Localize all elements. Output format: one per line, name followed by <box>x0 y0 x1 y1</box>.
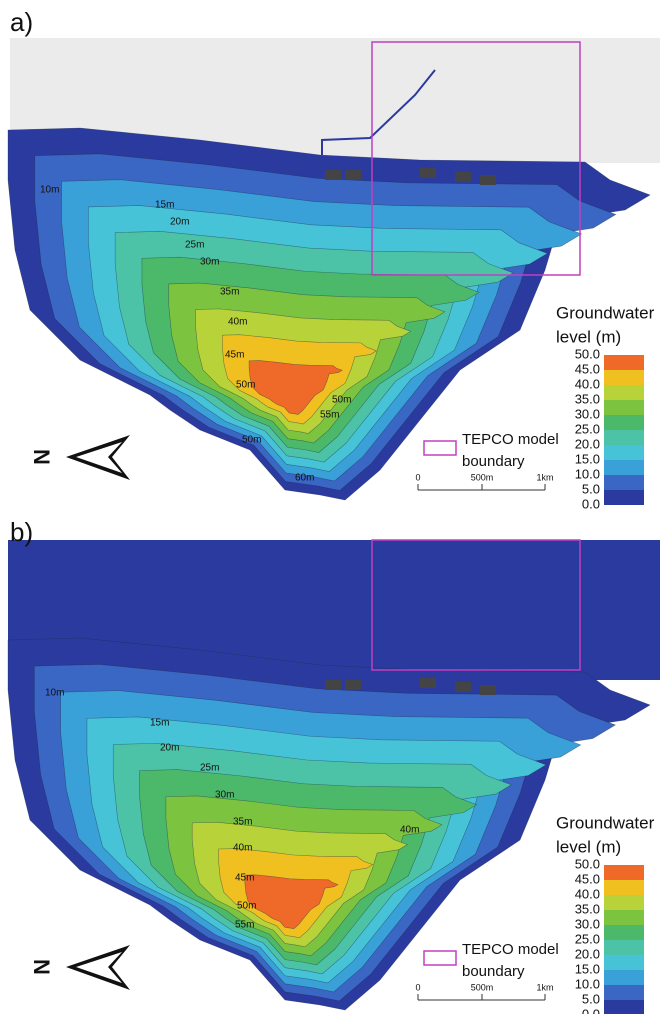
scale-label: 0 <box>415 472 420 482</box>
facility <box>420 678 436 688</box>
colorbar-segment <box>604 355 644 370</box>
colorbar-segment <box>604 880 644 895</box>
legend-title: level (m) <box>556 837 621 856</box>
colorbar-segment <box>604 1000 644 1014</box>
colorbar-tick: 35.0 <box>575 901 600 916</box>
contour-label: 30m <box>215 790 234 801</box>
facility <box>345 170 361 180</box>
boundary-swatch <box>424 441 456 455</box>
contour-label: 15m <box>155 200 174 211</box>
facility <box>480 685 496 695</box>
colorbar-tick: 20.0 <box>575 946 600 961</box>
contour-label: 50m <box>242 435 261 446</box>
facility <box>455 682 471 692</box>
colorbar-tick: 0.0 <box>582 1006 600 1014</box>
colorbar-tick: 25.0 <box>575 931 600 946</box>
contour-label: 35m <box>220 287 239 298</box>
scale-label: 500m <box>471 982 494 992</box>
contour-label: 55m <box>320 410 339 421</box>
colorbar-tick: 50.0 <box>575 346 600 361</box>
colorbar-segment <box>604 910 644 925</box>
colorbar-tick: 40.0 <box>575 376 600 391</box>
boundary-legend-text: boundary <box>462 453 525 470</box>
scale-label: 1km <box>536 472 553 482</box>
panel-label: b) <box>10 517 33 547</box>
colorbar-segment <box>604 895 644 910</box>
legend-title: Groundwater <box>556 813 655 832</box>
colorbar-tick: 5.0 <box>582 991 600 1006</box>
contour-label: 45m <box>225 350 244 361</box>
panel: 10m 15m 20m 25m 30m 35m 40m 45m 50m 55m 40m b) Groun… <box>8 517 660 1014</box>
colorbar-tick: 15.0 <box>575 961 600 976</box>
colorbar-segment <box>604 385 644 400</box>
contour-label: 10m <box>45 688 64 699</box>
panel-label: a) <box>10 7 33 37</box>
facility <box>420 168 436 178</box>
colorbar-segment <box>604 370 644 385</box>
colorbar-tick: 30.0 <box>575 916 600 931</box>
contour-label: 40m <box>400 825 419 836</box>
colorbar-tick: 5.0 <box>582 481 600 496</box>
colorbar-tick: 45.0 <box>575 871 600 886</box>
scale-label: 500m <box>471 472 494 482</box>
figure: 10m 15m 20m 25m 30m 35m 40m 45m 50m 55m 50m 50m 60m a… <box>0 0 667 1014</box>
panel: 10m 15m 20m 25m 30m 35m 40m 45m 50m 55m 50m 50m 60m a… <box>8 7 660 512</box>
colorbar-tick: 40.0 <box>575 886 600 901</box>
facility <box>345 680 361 690</box>
contour-label: 40m <box>233 843 252 854</box>
colorbar-segment <box>604 865 644 880</box>
contour-label: 50m <box>332 395 351 406</box>
colorbar-segment <box>604 445 644 460</box>
facility <box>325 680 341 690</box>
facility <box>480 175 496 185</box>
colorbar-segment <box>604 940 644 955</box>
legend-title: Groundwater <box>556 303 655 322</box>
colorbar-tick: 0.0 <box>582 496 600 511</box>
contour-label: 25m <box>185 240 204 251</box>
colorbar-segment <box>604 925 644 940</box>
scale-label: 0 <box>415 982 420 992</box>
colorbar-segment <box>604 475 644 490</box>
legend-title: level (m) <box>556 327 621 346</box>
contour-label: 50m <box>236 380 255 391</box>
colorbar-tick: 50.0 <box>575 856 600 871</box>
colorbar-segment <box>604 430 644 445</box>
boundary-legend-text: TEPCO model <box>462 431 559 448</box>
contour-label: 35m <box>233 817 252 828</box>
colorbar-tick: 20.0 <box>575 436 600 451</box>
facility <box>325 170 341 180</box>
boundary-legend-text: TEPCO model <box>462 941 559 958</box>
contour-label: 20m <box>160 743 179 754</box>
colorbar-segment <box>604 985 644 1000</box>
north-label: N <box>29 449 54 465</box>
contour-label: 15m <box>150 718 169 729</box>
colorbar-tick: 45.0 <box>575 361 600 376</box>
colorbar-segment <box>604 460 644 475</box>
north-label: N <box>29 959 54 975</box>
colorbar-segment <box>604 415 644 430</box>
colorbar-tick: 30.0 <box>575 406 600 421</box>
contour-label: 40m <box>228 317 247 328</box>
contour-label: 20m <box>170 217 189 228</box>
facility <box>455 172 471 182</box>
scale-label: 1km <box>536 982 553 992</box>
contour-label: 30m <box>200 257 219 268</box>
colorbar-tick: 25.0 <box>575 421 600 436</box>
colorbar-segment <box>604 400 644 415</box>
colorbar-tick: 10.0 <box>575 976 600 991</box>
contour-label: 50m <box>237 901 256 912</box>
boundary-swatch <box>424 951 456 965</box>
colorbar-tick: 10.0 <box>575 466 600 481</box>
contour-label: 55m <box>235 920 254 931</box>
contour-label: 25m <box>200 763 219 774</box>
contour-label: 60m <box>295 473 314 484</box>
colorbar-segment <box>604 490 644 505</box>
colorbar-segment <box>604 970 644 985</box>
contour-label: 45m <box>235 873 254 884</box>
colorbar-tick: 35.0 <box>575 391 600 406</box>
colorbar-tick: 15.0 <box>575 451 600 466</box>
contour-label: 10m <box>40 185 59 196</box>
boundary-legend-text: boundary <box>462 963 525 980</box>
colorbar-segment <box>604 955 644 970</box>
